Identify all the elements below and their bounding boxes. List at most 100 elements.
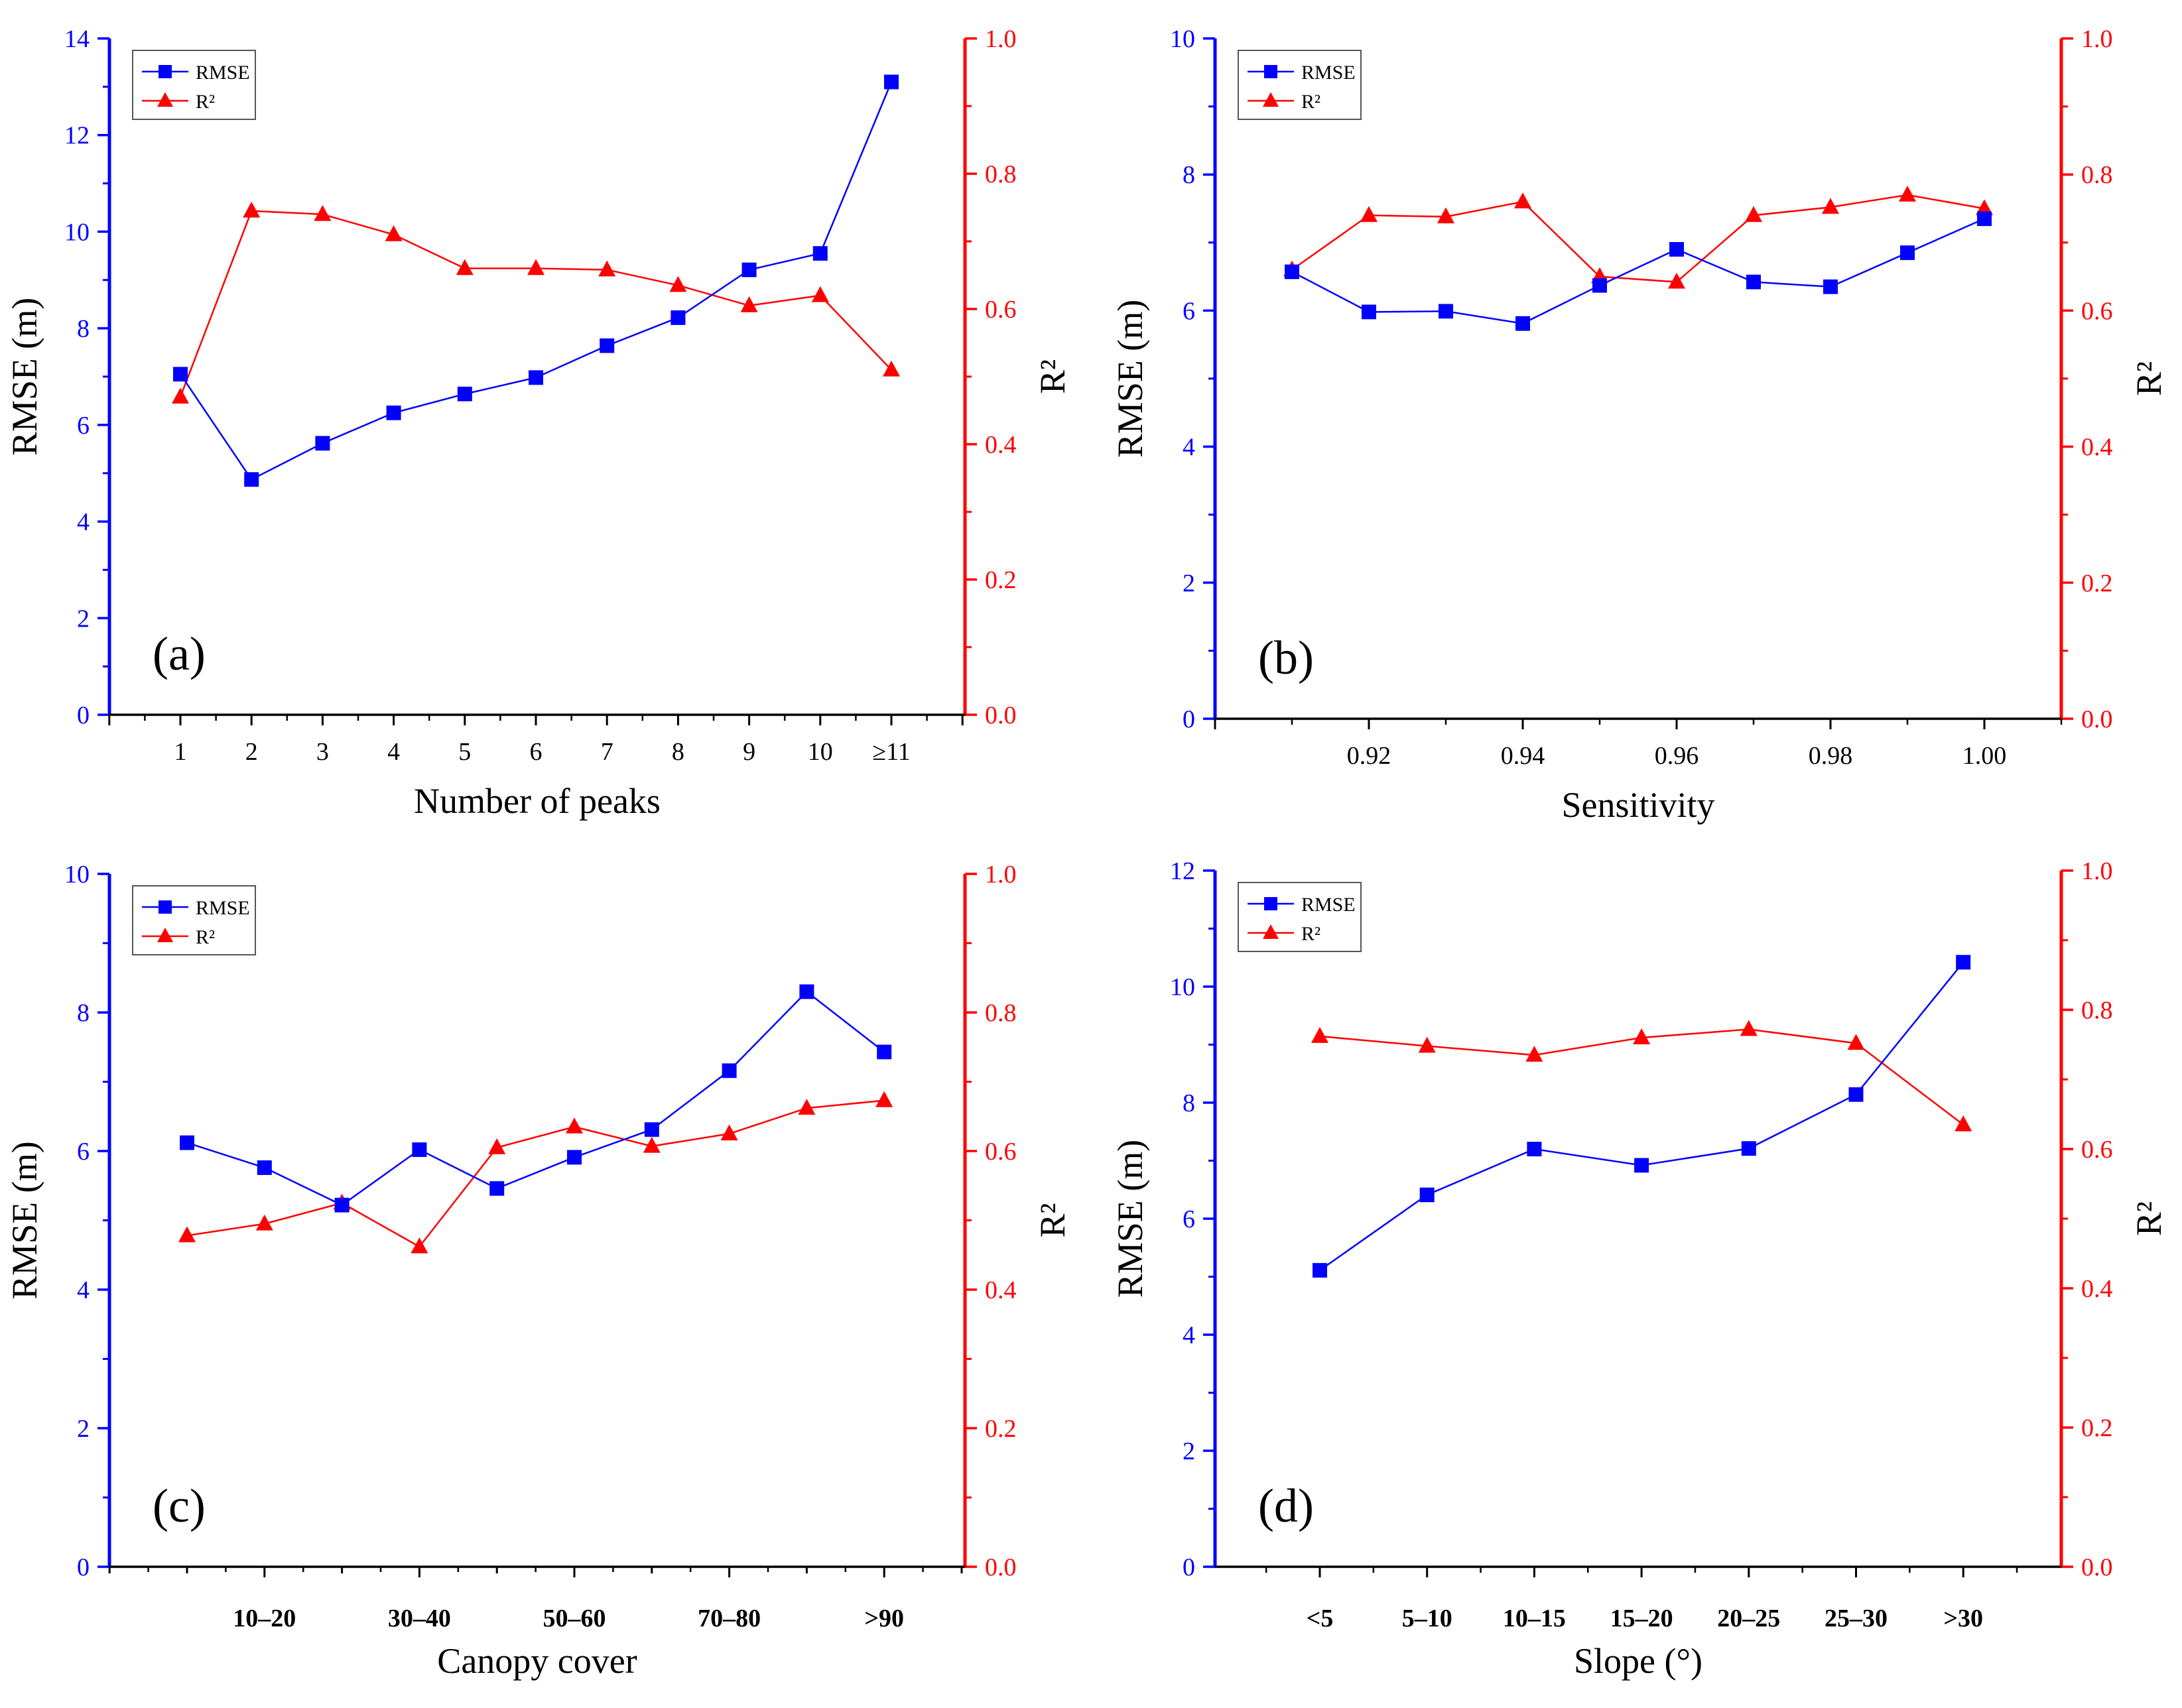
legend-box bbox=[1238, 50, 1362, 120]
x-axis-title: Number of peaks bbox=[414, 781, 661, 821]
r2-point bbox=[1955, 1115, 1972, 1132]
right-tick-label: 0.6 bbox=[985, 1138, 1017, 1166]
rmse-point bbox=[173, 367, 188, 382]
legend-label: R² bbox=[196, 91, 215, 113]
rmse-point bbox=[1592, 278, 1607, 293]
x-tick-label: >90 bbox=[864, 1605, 904, 1632]
x-tick-label: 20–25 bbox=[1717, 1605, 1780, 1632]
series-line-rmse bbox=[186, 990, 885, 1206]
left-tick-label: 0 bbox=[1183, 705, 1195, 733]
x-tick-label: 25–30 bbox=[1825, 1605, 1888, 1632]
x-tick-label: 3 bbox=[316, 738, 329, 766]
right-tick-label: 0.6 bbox=[985, 296, 1017, 324]
rmse-point bbox=[722, 1063, 737, 1078]
right-tick-label: 1.0 bbox=[2081, 857, 2113, 885]
x-tick-label: 0.96 bbox=[1655, 742, 1699, 770]
rmse-point bbox=[644, 1122, 659, 1137]
rmse-point bbox=[1848, 1087, 1864, 1102]
y2-axis-title: R² bbox=[1033, 1203, 1072, 1237]
r2-point bbox=[1633, 1028, 1651, 1044]
legend-label: RMSE bbox=[196, 62, 250, 84]
x-tick-label: 70–80 bbox=[698, 1605, 761, 1632]
series-line-r2 bbox=[1291, 194, 1985, 283]
r2-point bbox=[255, 1214, 273, 1231]
right-tick-label: 0.4 bbox=[2081, 1275, 2113, 1303]
rmse-point bbox=[812, 246, 828, 261]
left-tick-label: 0 bbox=[1183, 1554, 1195, 1581]
right-tick-label: 0.8 bbox=[985, 999, 1017, 1027]
r2-point bbox=[643, 1136, 661, 1153]
rmse-point bbox=[334, 1197, 350, 1213]
y-axis-title: RMSE (m) bbox=[1110, 1140, 1150, 1298]
x-tick-label: 50–60 bbox=[543, 1605, 606, 1632]
legend-rmse-marker bbox=[1264, 897, 1277, 910]
r2-point bbox=[1360, 206, 1378, 222]
rmse-point bbox=[412, 1142, 427, 1157]
left-tick-label: 0 bbox=[77, 702, 90, 729]
legend-r2-marker bbox=[1263, 924, 1279, 939]
rmse-point bbox=[1669, 242, 1684, 257]
rmse-point bbox=[457, 387, 472, 402]
r2-point bbox=[1899, 185, 1916, 202]
r2-point bbox=[598, 260, 616, 276]
y-axis-title: RMSE (m) bbox=[5, 298, 44, 456]
legend-label: R² bbox=[1301, 923, 1320, 945]
right-tick-label: 0.8 bbox=[2081, 161, 2113, 189]
left-tick-label: 10 bbox=[64, 861, 90, 888]
r2-point bbox=[385, 225, 403, 241]
rmse-point bbox=[1419, 1188, 1435, 1203]
x-tick-label: 30–40 bbox=[388, 1605, 451, 1632]
rmse-point bbox=[1900, 245, 1915, 261]
rmse-point bbox=[315, 436, 330, 451]
right-tick-label: 0.2 bbox=[985, 566, 1017, 594]
legend-rmse-marker bbox=[159, 65, 172, 78]
r2-point bbox=[1847, 1034, 1865, 1050]
rmse-point bbox=[1977, 211, 1992, 226]
series-line-rmse bbox=[1319, 961, 1964, 1271]
legend-label: R² bbox=[1301, 91, 1320, 113]
left-tick-label: 10 bbox=[64, 218, 90, 246]
y2-axis-title: R² bbox=[1033, 359, 1072, 394]
r2-point bbox=[720, 1124, 738, 1140]
left-tick-label: 2 bbox=[77, 605, 90, 633]
r2-point bbox=[1418, 1036, 1436, 1053]
rmse-point bbox=[1285, 264, 1299, 279]
x-tick-label: 10–20 bbox=[233, 1605, 296, 1632]
r2-point bbox=[1740, 1020, 1758, 1036]
legend-label: RMSE bbox=[1301, 894, 1356, 916]
rmse-point bbox=[1527, 1142, 1542, 1156]
r2-point bbox=[314, 205, 332, 221]
rmse-point bbox=[1362, 304, 1376, 320]
left-tick-label: 2 bbox=[1183, 570, 1195, 597]
rmse-point bbox=[1439, 304, 1453, 319]
legend-box bbox=[132, 885, 256, 955]
r2-point bbox=[411, 1237, 428, 1254]
rmse-point bbox=[1634, 1158, 1649, 1173]
r2-point bbox=[527, 259, 545, 275]
y2-axis-title: R² bbox=[2129, 361, 2169, 396]
x-tick-label: 5 bbox=[458, 738, 471, 766]
right-tick-label: 0.4 bbox=[985, 431, 1017, 459]
y-axis-title: RMSE (m) bbox=[1110, 300, 1150, 458]
legend-label: RMSE bbox=[196, 897, 250, 919]
x-tick-label: 9 bbox=[743, 738, 755, 766]
rmse-point bbox=[671, 310, 686, 326]
r2-point bbox=[875, 1091, 893, 1107]
rmse-point bbox=[884, 74, 899, 90]
series-line-r2 bbox=[186, 1099, 885, 1248]
x-tick-label: 5–10 bbox=[1402, 1605, 1452, 1632]
rmse-point bbox=[489, 1181, 505, 1196]
y2-axis-title: R² bbox=[2129, 1201, 2169, 1236]
right-tick-label: 0.0 bbox=[985, 1554, 1017, 1581]
left-tick-label: 12 bbox=[64, 122, 90, 150]
right-tick-label: 0.6 bbox=[2081, 1136, 2113, 1164]
left-tick-label: 10 bbox=[1170, 973, 1195, 1001]
series-line-r2 bbox=[179, 210, 892, 398]
x-axis-title: Sensitivity bbox=[1561, 785, 1714, 825]
right-tick-label: 1.0 bbox=[985, 861, 1017, 888]
rmse-point bbox=[1956, 955, 1971, 970]
left-tick-label: 4 bbox=[1183, 434, 1195, 461]
x-tick-label: 10 bbox=[808, 738, 833, 766]
legend-label: R² bbox=[196, 926, 215, 948]
